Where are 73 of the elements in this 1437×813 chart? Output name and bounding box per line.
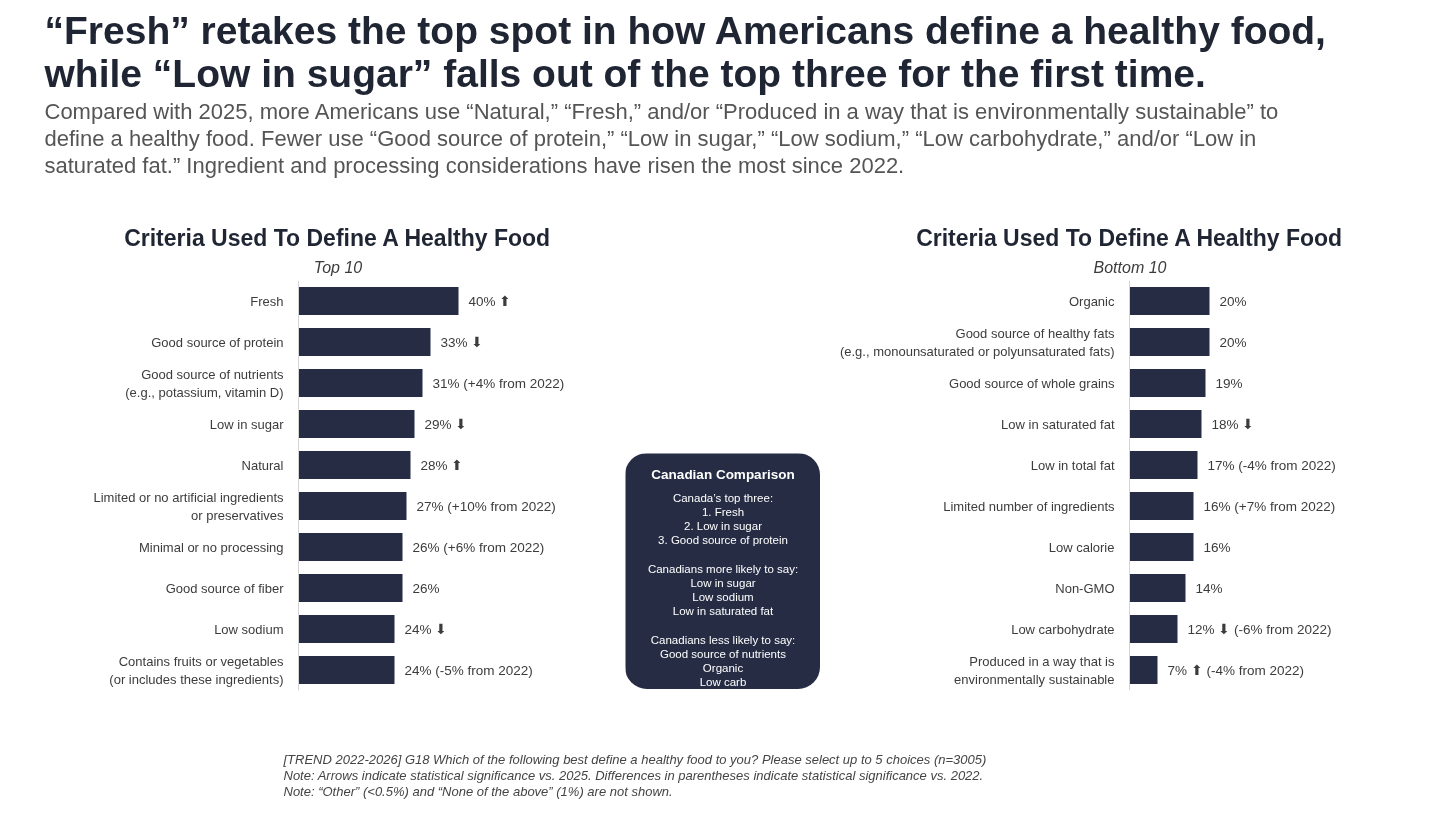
text: Canadian Comparison [651, 467, 795, 482]
data-label: 16% [1203, 539, 1231, 555]
chart-subtitle: Bottom 10 [1093, 258, 1167, 276]
data-label: 26% [412, 580, 440, 596]
y-tick-label: Low calorie [1048, 539, 1115, 555]
data-label: 26% (+6% from 2022) [412, 539, 545, 555]
bar [298, 451, 411, 479]
bar [298, 369, 423, 397]
data-label: 19% [1215, 375, 1243, 391]
bar [298, 492, 407, 520]
data-label: 7% ⬆ (-4% from 2022) [1167, 662, 1305, 678]
bar [298, 574, 403, 602]
chart-title: Criteria Used To Define A Healthy Food [124, 224, 551, 251]
y-tick-label: Low carbohydrate [1011, 621, 1115, 637]
data-label: 20% [1219, 293, 1247, 309]
bar [298, 287, 459, 315]
y-tick-label: Good source of healthy fats (e.g., monounsaturated or polyunsaturated fats) [839, 325, 1115, 359]
bar [1129, 328, 1210, 356]
bar [1129, 615, 1178, 643]
data-label: 16% (+7% from 2022) [1203, 498, 1336, 514]
y-tick-label: Limited or no artificial ingredients or preservatives [93, 489, 284, 523]
bar [1129, 287, 1210, 315]
data-label: 28% ⬆ [420, 457, 464, 473]
data-label: 20% [1219, 334, 1247, 350]
y-tick-label: Organic [1068, 293, 1115, 309]
bar [298, 410, 415, 438]
y-tick-label: Good source of fiber [165, 580, 285, 596]
data-label: 14% [1195, 580, 1223, 596]
data-label: 29% ⬇ [424, 416, 468, 432]
text: Note: Arrows indicate statistical significance vs. 2025. Differences in parentheses indicate statistical significance vs. 2022. [283, 767, 984, 783]
bar [1129, 574, 1186, 602]
bar [298, 328, 431, 356]
chart-subtitle: Top 10 [313, 258, 363, 276]
text: Canada’s top three: 1. Fresh 2. Low in sugar 3. Good source of protein [658, 491, 788, 546]
text: Canadians more likely to say: Low in sugar Low sodium Low in saturated fat [647, 562, 799, 617]
bar [298, 615, 395, 643]
y-tick-label: Good source of nutrients (e.g., potassium, vitamin D) [125, 366, 284, 400]
y-tick-label: Contains fruits or vegetables (or includes these ingredients) [109, 653, 284, 687]
data-label: 24% (-5% from 2022) [404, 662, 533, 678]
text: [TREND 2022-2026] G18 Which of the following best define a healthy food to you? Please select up to 5 choices (n=3005) [282, 751, 987, 767]
data-label: 31% (+4% from 2022) [432, 375, 565, 391]
y-tick-label: Produced in a way that is environmentally sustainable [954, 653, 1115, 687]
data-label: 12% ⬇ (-6% from 2022) [1187, 621, 1332, 637]
y-tick-label: Low in sugar [209, 416, 285, 432]
bar [1129, 492, 1194, 520]
y-tick-label: Minimal or no processing [139, 539, 284, 555]
data-label: 27% (+10% from 2022) [416, 498, 556, 514]
chart-title: Criteria Used To Define A Healthy Food [916, 224, 1343, 251]
text: “Fresh” retakes the top spot in how Americans define a healthy food, while “Low in sugar” falls out of the top three for the first time. [43, 8, 1326, 95]
y-tick-label: Non-GMO [1055, 580, 1115, 596]
text: Compared with 2025, more Americans use “Natural,” “Fresh,” and/or “Produced in a way that is environmentally sustainable” to define a healthy food. Fewer use “Good source of protein,” “Low in sugar,” “Low sodium,” “Low carbohydrate,” and/or “Low in saturated fat.” Ingredient and processing considerations have risen the most since 2022. [44, 98, 1279, 178]
data-label: 33% ⬇ [440, 334, 484, 350]
data-label: 24% ⬇ [404, 621, 448, 637]
y-tick-label: Limited number of ingredients [943, 498, 1115, 514]
data-label: 40% ⬆ [468, 293, 512, 309]
bar [1129, 656, 1158, 684]
bar [1129, 369, 1206, 397]
bar [298, 656, 395, 684]
text: Canadians less likely to say: Good source of nutrients Organic Low carb [650, 633, 796, 688]
y-tick-label: Good source of whole grains [949, 375, 1115, 391]
bar [1129, 451, 1198, 479]
bar [1129, 410, 1202, 438]
data-label: 18% ⬇ [1211, 416, 1255, 432]
y-tick-label: Low sodium [214, 621, 284, 637]
y-tick-label: Low in saturated fat [1001, 416, 1115, 432]
y-tick-label: Low in total fat [1030, 457, 1115, 473]
y-tick-label: Fresh [250, 293, 284, 309]
bar [1129, 533, 1194, 561]
bar [298, 533, 403, 561]
data-label: 17% (-4% from 2022) [1207, 457, 1336, 473]
y-tick-label: Good source of protein [151, 334, 284, 350]
text: Note: “Other” (<0.5%) and “None of the above” (1%) are not shown. [283, 783, 673, 799]
y-tick-label: Natural [241, 457, 284, 473]
